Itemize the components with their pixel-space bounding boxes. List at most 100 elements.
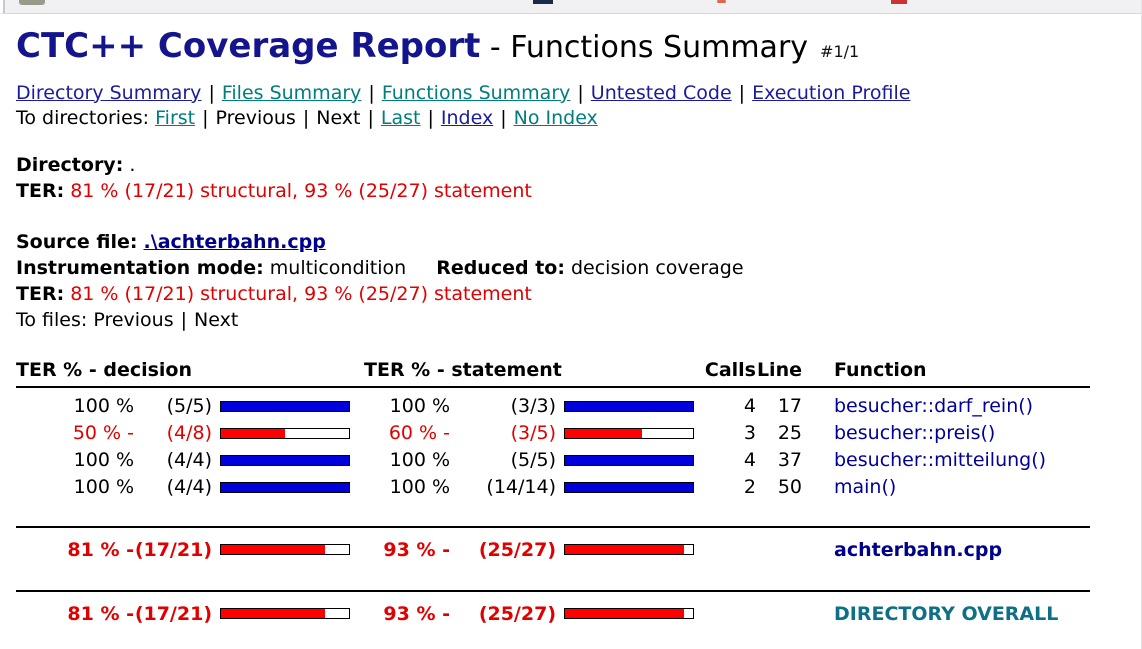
nav-separator: | [208,81,215,104]
file-summary-row: 81 % - (17/21) 93 % - (25/27) achterbahn… [16,533,1090,567]
report-nav: Directory Summary | Files Summary | Function… [16,81,1125,106]
table-row: 100 % (5/5) 100 % (3/3) 4 17 besucher::darf_re… [16,393,1090,420]
nav-link-functions-summary[interactable]: Functions Summary [381,81,571,104]
file-ter-label: TER: [16,282,65,305]
nav-link-execution-profile[interactable]: Execution Profile [752,81,911,104]
statement-ratio: (3/5) [510,422,556,445]
nav-link-first[interactable]: First [155,106,196,129]
directory-ter-label: TER: [16,179,65,202]
directory-value: . [129,153,136,176]
statement-bar-cell [556,481,694,493]
nav-separator: | [577,81,584,104]
report-section-title: Functions Summary [510,30,809,65]
statement-ratio: (14/14) [486,476,556,499]
nav-item-files-previous: Previous [93,308,174,331]
nav-item-files-next: Next [194,308,239,331]
dir-decision-percent: 81 % - [67,602,134,625]
decision-ratio: (5/5) [166,395,212,418]
file-decision-ratio: (17/21) [134,538,212,561]
reduced-to-value: decision coverage [570,256,744,279]
decision-bar-cell [212,427,350,439]
browser-bookmark-fragment-icon [717,0,726,3]
file-summary-divider [16,525,1090,528]
decision-bar-cell [212,454,350,466]
directory-summary-label: DIRECTORY OVERALL [834,602,1059,625]
function-name: besucher::preis() [834,422,996,445]
nav-link-untested-code[interactable]: Untested Code [590,81,732,104]
calls-value: 4 [743,395,756,418]
files-nav: To files: Previous | Next [16,307,1125,333]
instrumentation-mode-label: Instrumentation mode: [16,256,264,279]
source-file-block: Source file: .\achterbahn.cpp Instrument… [16,229,1125,333]
function-name: besucher::darf_rein() [834,395,1034,418]
header-function: Function [834,358,927,381]
page-number: #1/1 [820,42,860,61]
nav-item-next: Next [316,106,361,129]
file-decision-coverage-bar [220,544,350,556]
nav-separator: | [500,106,507,129]
statement-ratio: (3/3) [510,395,556,418]
functions-table: TER % - decision TER % - statement Calls… [16,357,1090,631]
nav-link-files-summary[interactable]: Files Summary [221,81,362,104]
nav-separator: | [368,81,375,104]
nav-link-directory-summary[interactable]: Directory Summary [16,81,202,104]
nav-link-last[interactable]: Last [380,106,421,129]
header-line: Line [756,358,802,381]
line-number: 37 [777,449,802,472]
decision-coverage-bar [220,427,350,439]
source-file-link[interactable]: .\achterbahn.cpp [143,230,326,253]
decision-coverage-bar [220,454,350,466]
statement-coverage-bar [564,427,694,439]
nav-separator: | [367,106,374,129]
decision-coverage-bar [220,400,350,412]
browser-tab-fragment-icon [19,0,45,5]
function-name: besucher::mitteilung() [834,449,1047,472]
line-number: 50 [777,476,802,499]
header-divider [16,385,1090,388]
directory-summary-block: Directory: . TER: 81 % (17/21) structura… [16,152,1125,204]
decision-ratio: (4/8) [166,422,212,445]
statement-percent: 100 % [389,395,450,418]
decision-percent: 50 % - [72,422,134,445]
browser-chrome-strip [0,0,1141,14]
browser-bookmark-fragment-icon [891,0,907,4]
decision-coverage-bar [220,481,350,493]
function-rows: 100 % (5/5) 100 % (3/3) 4 17 besucher::darf_re… [16,393,1090,501]
statement-percent: 60 % - [388,422,450,445]
decision-bar-cell [212,481,350,493]
table-row: 50 % - (4/8) 60 % - (3/5) 3 25 besucher::preis… [16,420,1090,447]
directories-nav: To directories: First | Previous | Next | Last… [16,106,1125,131]
statement-coverage-bar [564,400,694,412]
header-ter-decision: TER % - decision [16,358,193,381]
directory-ter-value: 81 % (17/21) structural, 93 % (25/27) st… [70,179,532,202]
directory-label: Directory: [16,153,124,176]
browser-bookmark-fragment-icon [533,0,553,4]
decision-percent: 100 % [73,476,134,499]
source-file-label: Source file: [16,230,138,253]
dir-statement-ratio: (25/27) [478,602,556,625]
instrumentation-mode-value: multicondition [269,256,407,279]
statement-ratio: (5/5) [510,449,556,472]
decision-ratio: (4/4) [166,476,212,499]
header-ter-statement: TER % - statement [364,358,562,381]
decision-percent: 100 % [73,449,134,472]
file-statement-percent: 93 % - [383,538,450,561]
decision-percent: 100 % [73,395,134,418]
dir-statement-coverage-bar [564,608,694,620]
statement-coverage-bar [564,481,694,493]
statement-bar-cell [556,454,694,466]
page-title: CTC++ Coverage Report - Functions Summar… [16,25,1125,69]
file-statement-ratio: (25/27) [478,538,556,561]
title-dash: - [489,30,501,65]
table-row: 100 % (4/4) 100 % (14/14) 2 50 main() [16,474,1090,501]
reduced-to-label: Reduced to: [436,256,565,279]
line-number: 25 [777,422,802,445]
nav-separator: | [180,308,188,331]
nav-link-no-index[interactable]: No Index [513,106,598,129]
line-number: 17 [777,395,802,418]
nav-link-index[interactable]: Index [440,106,494,129]
nav-item-previous: Previous [215,106,296,129]
report-page: CTC++ Coverage Report - Functions Summar… [0,14,1141,649]
table-row: 100 % (4/4) 100 % (5/5) 4 37 besucher::mitteil… [16,447,1090,474]
nav-separator: | [202,106,209,129]
